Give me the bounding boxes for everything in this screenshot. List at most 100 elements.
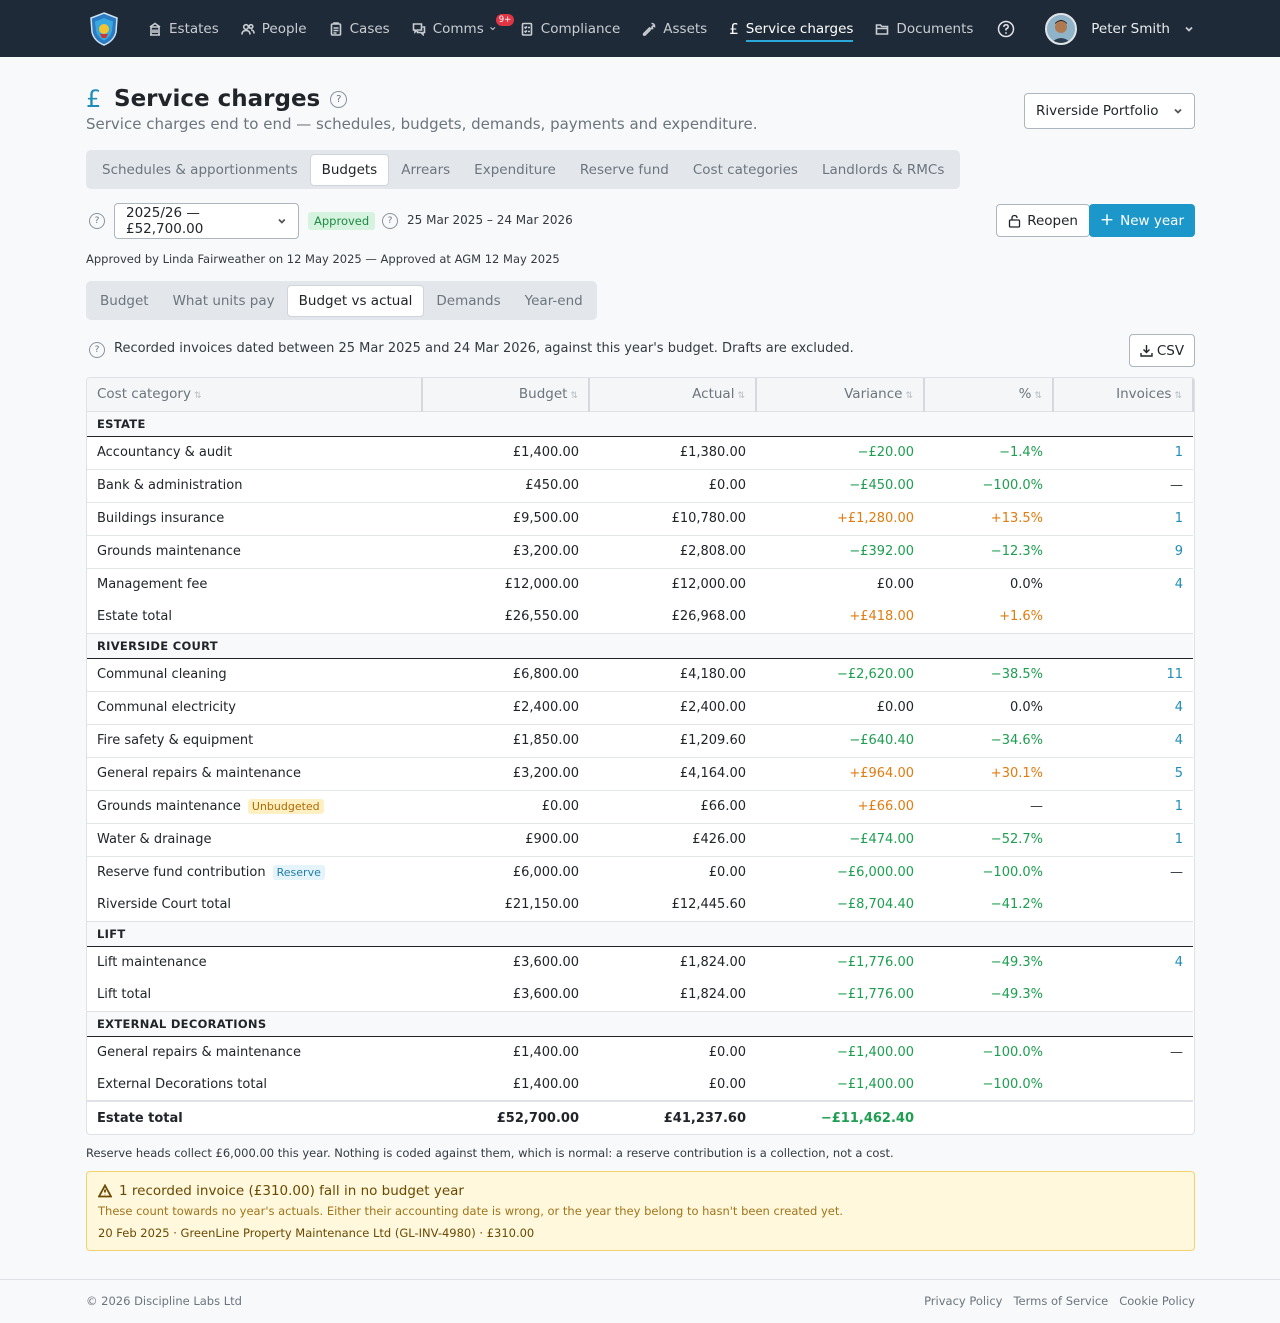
variance-cell: −£450.00	[756, 468, 924, 502]
table-row[interactable]: Grounds maintenance Unbudgeted £0.00 £66.00…	[87, 789, 1193, 823]
subtotal-row: Riverside Court total £21,150.00 £12,445.6…	[87, 889, 1193, 921]
grand-total-row: Estate total £52,700.00 £41,237.60 −£11,462…	[87, 1100, 1193, 1134]
tab-reserve-fund[interactable]: Reserve fund	[579, 161, 669, 178]
invoices-link[interactable]: 4	[1053, 690, 1193, 724]
main-content: £ Service charges ? Service charges end …	[86, 57, 1195, 1251]
year-select-value: 2025/26 — £52,700.00	[126, 205, 204, 237]
column-header[interactable]: Actual ⇅	[589, 378, 757, 411]
budget-cell: £3,200.00	[422, 534, 589, 568]
table-row[interactable]: Communal electricity £2,400.00 £2,400.00 £0…	[87, 690, 1193, 724]
cost-category-cell: Communal electricity	[87, 690, 422, 724]
nav-item-documents[interactable]: Documents	[875, 0, 973, 57]
column-header-label: Actual	[692, 386, 735, 403]
empty-cell	[924, 1100, 1053, 1134]
alert-title-text: 1 recorded invoice (£310.00) fall in no …	[119, 1183, 464, 1199]
subtab-budget[interactable]: Budget	[100, 292, 149, 309]
nav-item-assets[interactable]: Assets	[642, 0, 707, 57]
lock-open-icon	[1009, 214, 1021, 228]
column-header-label: Budget	[518, 386, 568, 403]
tab-schedules-apportionments[interactable]: Schedules & apportionments	[102, 161, 298, 178]
percent-cell: −52.7%	[924, 822, 1053, 856]
chevron-down-icon	[1174, 108, 1182, 114]
table-row[interactable]: Water & drainage £900.00 £426.00 −£474.00 −5…	[87, 822, 1193, 856]
group-row: EXTERNAL DECORATIONS	[87, 1010, 1193, 1037]
app-logo[interactable]	[88, 11, 120, 46]
alert-title: 1 recorded invoice (£310.00) fall in no …	[98, 1183, 1183, 1199]
cost-category: General repairs & maintenance	[97, 766, 301, 781]
percent-cell: +1.6%	[999, 609, 1043, 625]
table-row[interactable]: Communal cleaning £6,800.00 £4,180.00 −£2,6…	[87, 657, 1193, 691]
actual-cell: £0.00	[589, 1035, 756, 1069]
invoices-link[interactable]: 1	[1053, 822, 1193, 856]
nav-item-estates[interactable]: Estates	[148, 0, 219, 57]
nav-item-cases[interactable]: Cases	[329, 0, 390, 57]
nav-item-people[interactable]: People	[240, 0, 307, 57]
invoices-link[interactable]: 1	[1053, 501, 1193, 535]
table-row[interactable]: Buildings insurance £9,500.00 £10,780.00 +£…	[87, 501, 1193, 535]
empty-cell	[1053, 601, 1193, 633]
help-icon[interactable]: ?	[382, 213, 398, 229]
user-name[interactable]: Peter Smith	[1091, 20, 1170, 37]
tab-landlords-rmcs[interactable]: Landlords & RMCs	[821, 161, 945, 178]
column-header[interactable]: Invoices ⇅	[1053, 378, 1194, 411]
invoices-link[interactable]: 5	[1053, 756, 1193, 790]
variance-cell: −£474.00	[756, 822, 924, 856]
invoices-link[interactable]: 4	[1053, 945, 1193, 979]
column-header[interactable]: % ⇅	[924, 378, 1054, 411]
reopen-button[interactable]: Reopen	[996, 204, 1090, 237]
invoices-link[interactable]: 9	[1053, 534, 1193, 568]
year-select[interactable]: 2025/26 — £52,700.00	[114, 203, 299, 239]
table-row[interactable]: Accountancy & audit £1,400.00 £1,380.00 −£2…	[87, 435, 1193, 469]
table-row[interactable]: General repairs & maintenance £1,400.00 £0…	[87, 1035, 1193, 1069]
help-icon[interactable]: ?	[89, 342, 105, 358]
tab-expenditure[interactable]: Expenditure	[474, 161, 556, 178]
csv-button-label: CSV	[1156, 342, 1185, 359]
column-header[interactable]: Cost category ⇅	[87, 378, 423, 411]
column-header[interactable]: Variance ⇅	[756, 378, 925, 411]
table-row[interactable]: Lift maintenance £3,600.00 £1,824.00 −£1,77…	[87, 945, 1193, 979]
invoices-link[interactable]: 1	[1053, 435, 1193, 469]
chevron-down-icon[interactable]	[1184, 24, 1194, 34]
footer-link-terms-of-service[interactable]: Terms of Service	[1013, 1294, 1109, 1308]
subtotal-label: Riverside Court total	[97, 897, 232, 913]
table-row[interactable]: Reserve fund contribution Reserve £6,000.0…	[87, 855, 1193, 889]
percent-cell: −41.2%	[990, 897, 1043, 913]
nav-item-service-charges[interactable]: £ Service charges	[729, 0, 854, 57]
portfolio-select[interactable]: Riverside Portfolio	[1024, 93, 1195, 129]
footer-link-cookie-policy[interactable]: Cookie Policy	[1119, 1294, 1195, 1308]
footer-link-privacy-policy[interactable]: Privacy Policy	[924, 1294, 1003, 1308]
category-tag: Reserve	[272, 865, 325, 881]
invoices-link[interactable]: 4	[1053, 567, 1193, 601]
help-icon[interactable]: ?	[330, 90, 348, 108]
group-heading: LIFT	[87, 920, 1193, 947]
column-header[interactable]: Budget ⇅	[422, 378, 590, 411]
tab-cost-categories[interactable]: Cost categories	[692, 161, 798, 178]
table-row[interactable]: Fire safety & equipment £1,850.00 £1,209.6…	[87, 723, 1193, 757]
subtab-demands[interactable]: Demands	[436, 292, 501, 309]
nav-item-compliance[interactable]: Compliance	[520, 0, 620, 57]
subtab-budget-vs-actual[interactable]: Budget vs actual	[286, 284, 425, 317]
avatar[interactable]	[1045, 12, 1078, 45]
invoices-link[interactable]: 11	[1053, 657, 1193, 691]
subtab-what-units-pay[interactable]: What units pay	[172, 292, 275, 309]
tab-arrears[interactable]: Arrears	[401, 161, 451, 178]
table-row[interactable]: Bank & administration £450.00 £0.00 −£450.0…	[87, 468, 1193, 502]
percent-cell: −49.3%	[924, 945, 1053, 979]
help-icon[interactable]: ?	[89, 213, 105, 229]
invoices-link[interactable]: 4	[1053, 723, 1193, 757]
help-icon[interactable]	[997, 20, 1015, 38]
table-row[interactable]: Management fee £12,000.00 £12,000.00 £0.00 0…	[87, 567, 1193, 601]
percent-cell: −12.3%	[924, 534, 1053, 568]
table-row[interactable]: Grounds maintenance £3,200.00 £2,808.00 −£3…	[87, 534, 1193, 568]
tab-budgets[interactable]: Budgets	[309, 153, 390, 186]
cost-category-cell: Lift maintenance	[87, 945, 422, 979]
new-year-button[interactable]: + New year	[1088, 204, 1195, 237]
invoices-link[interactable]: 1	[1053, 789, 1193, 823]
page-subtitle: Service charges end to end — schedules, …	[86, 115, 758, 133]
subtab-year-end[interactable]: Year-end	[524, 292, 583, 309]
table-row[interactable]: General repairs & maintenance £3,200.00 £4…	[87, 756, 1193, 790]
subtotal-label: External Decorations total	[97, 1077, 268, 1092]
csv-export-button[interactable]: CSV	[1129, 334, 1195, 367]
nav-item-comms[interactable]: Comms ⌄ 9+	[412, 0, 515, 57]
group-row: ESTATE	[87, 410, 1193, 437]
